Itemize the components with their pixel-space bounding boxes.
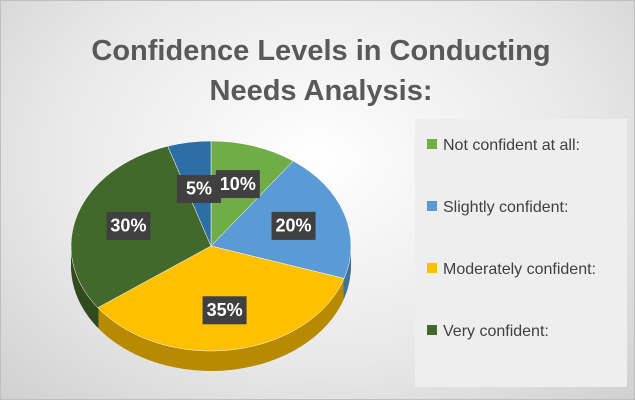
data-label: 20% xyxy=(276,216,312,236)
legend-label: Very confident: xyxy=(443,323,549,340)
data-label-bg xyxy=(106,211,151,240)
legend-label: Slightly confident: xyxy=(443,199,569,216)
legend-swatch xyxy=(427,139,437,149)
legend-swatch xyxy=(427,325,437,335)
data-label-bg xyxy=(271,211,316,240)
legend-item: Slightly confident: xyxy=(427,197,623,219)
legend-swatch xyxy=(427,263,437,273)
data-label-bg xyxy=(176,174,221,203)
legend-swatch xyxy=(427,201,437,211)
legend-label: Not confident at all: xyxy=(443,137,580,154)
data-label: 35% xyxy=(207,300,243,320)
data-label-bg xyxy=(202,296,247,325)
data-label-bg xyxy=(215,170,260,199)
legend: Not confident at all: Slightly confident:… xyxy=(415,119,627,387)
legend-item: Moderately confident: xyxy=(427,259,623,281)
data-label: 5% xyxy=(186,179,212,199)
data-label: 30% xyxy=(110,216,146,236)
data-label: 10% xyxy=(220,174,256,194)
legend-item: Not confident at all: xyxy=(427,135,623,157)
chart-title: Confidence Levels in Conducting Needs An… xyxy=(91,35,551,107)
legend-item: Very confident: xyxy=(427,321,623,343)
legend-label: Moderately confident: xyxy=(443,261,596,278)
